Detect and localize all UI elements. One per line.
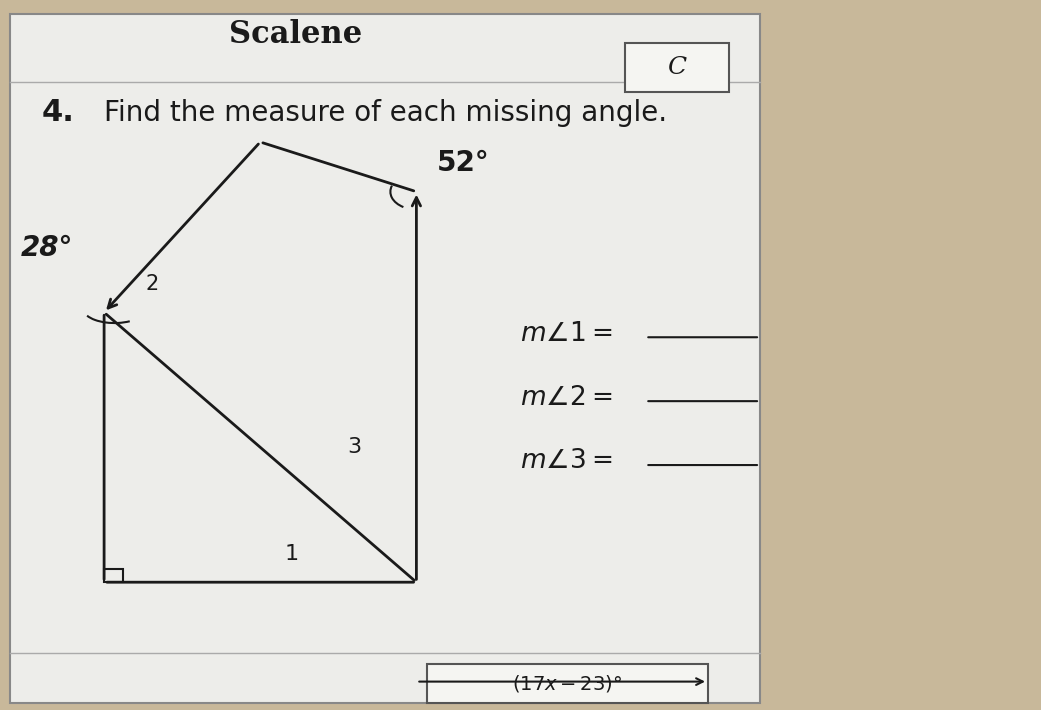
- Text: $m\angle 1 =$: $m\angle 1 =$: [520, 321, 613, 346]
- FancyBboxPatch shape: [10, 14, 760, 703]
- Text: 52°: 52°: [437, 149, 490, 178]
- Bar: [104, 569, 123, 582]
- Text: $(17x-23)°$: $(17x-23)°$: [512, 672, 623, 694]
- Text: C: C: [667, 56, 686, 79]
- Text: $m\angle 3 =$: $m\angle 3 =$: [520, 449, 613, 474]
- FancyBboxPatch shape: [625, 43, 729, 92]
- Text: 1: 1: [284, 544, 299, 564]
- Text: 3: 3: [347, 437, 361, 457]
- Text: 4.: 4.: [42, 98, 75, 126]
- FancyBboxPatch shape: [427, 664, 708, 703]
- Text: Find the measure of each missing angle.: Find the measure of each missing angle.: [104, 99, 667, 126]
- Text: 2: 2: [146, 274, 159, 294]
- Text: $m\angle 2 =$: $m\angle 2 =$: [520, 385, 613, 410]
- Text: Scalene: Scalene: [229, 18, 362, 50]
- Text: 28°: 28°: [21, 234, 73, 263]
